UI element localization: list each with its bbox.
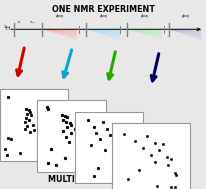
Text: $\phi_{acq}$: $\phi_{acq}$ [180,12,189,21]
Text: $^1$H: $^1$H [3,24,11,33]
Text: ONE NMR EXPERIMENT: ONE NMR EXPERIMENT [52,5,154,14]
Text: MULTIPLE NMR SPECTRA: MULTIPLE NMR SPECTRA [48,175,158,184]
Bar [37,100,105,172]
Text: $\phi_{acq}$: $\phi_{acq}$ [139,12,149,21]
Bar [0,89,68,161]
Text: $\tau_m$: $\tau_m$ [29,20,35,26]
Text: $t_1$: $t_1$ [17,19,22,26]
Text: $\phi_{acq}$: $\phi_{acq}$ [98,12,108,21]
Bar [74,112,142,183]
Bar [111,123,190,189]
Text: $\phi_{acq}$: $\phi_{acq}$ [55,12,64,21]
